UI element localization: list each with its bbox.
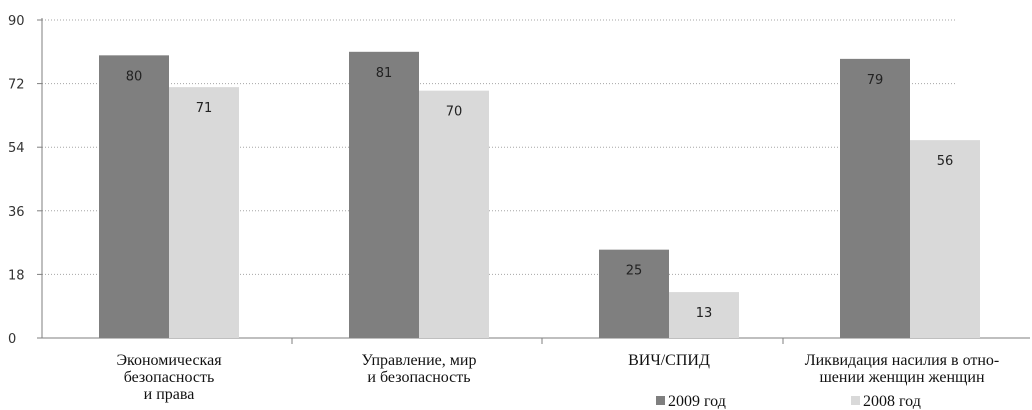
bar-series-1 xyxy=(349,51,419,339)
y-tick-label: 90 xyxy=(8,14,25,29)
data-label: 79 xyxy=(867,73,884,88)
legend-label: 2009 год xyxy=(668,393,726,410)
data-label: 71 xyxy=(196,101,213,116)
bar-series-2 xyxy=(169,87,239,338)
data-label: 70 xyxy=(446,105,463,120)
y-tick-label: 36 xyxy=(8,205,25,220)
x-category-label: и безопасность xyxy=(367,369,470,386)
bar-series-2 xyxy=(910,140,980,338)
x-category-label: Экономическая xyxy=(116,352,222,369)
bar-series-2 xyxy=(419,90,489,339)
x-category-label: Ликвидация насилия в отно- xyxy=(805,352,1000,369)
bar-series-2 xyxy=(669,292,739,338)
data-label: 56 xyxy=(937,154,954,169)
y-tick-label: 54 xyxy=(8,141,25,156)
data-label: 81 xyxy=(376,66,393,81)
y-tick-label: 72 xyxy=(8,78,25,93)
x-category-label: Управление, мир xyxy=(362,352,477,369)
data-label: 80 xyxy=(126,69,143,84)
x-category-label: и права xyxy=(144,386,195,403)
data-label: 25 xyxy=(626,264,643,279)
bar-series-1 xyxy=(599,249,669,338)
x-category-label: ВИЧ/СПИД xyxy=(628,352,710,369)
x-category-label: шении женщин женщин xyxy=(819,369,984,386)
y-tick-label: 0 xyxy=(8,332,16,347)
bar-series-1 xyxy=(99,55,169,338)
y-tick-label: 18 xyxy=(8,268,25,283)
bar-series-1 xyxy=(840,58,910,338)
legend-label: 2008 год xyxy=(863,393,921,410)
data-label: 13 xyxy=(696,306,713,321)
legend-swatch xyxy=(851,396,860,405)
legend-swatch xyxy=(656,396,665,405)
x-category-label: безопасность xyxy=(124,369,215,386)
